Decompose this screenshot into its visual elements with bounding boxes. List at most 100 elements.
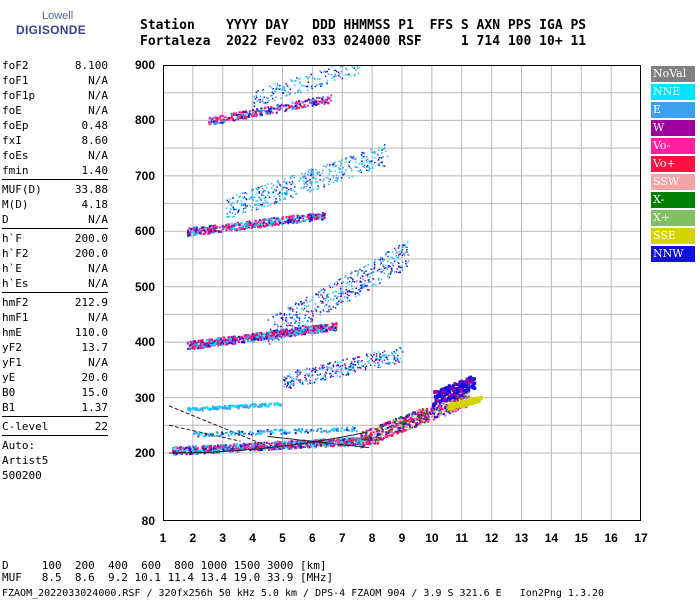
echo-point <box>406 415 409 418</box>
echo-point <box>365 430 368 433</box>
echo-point <box>221 444 224 447</box>
echo-point <box>331 286 334 289</box>
echo-point <box>212 116 215 119</box>
echo-point <box>312 188 315 191</box>
echo-point <box>216 432 219 435</box>
echo-point <box>323 186 325 188</box>
echo-point <box>327 102 330 105</box>
echo-point <box>330 94 333 97</box>
echo-point <box>287 306 290 309</box>
echo-point <box>298 427 301 430</box>
echo-point <box>342 373 345 376</box>
echo-point <box>248 405 251 408</box>
echo-point <box>323 103 326 106</box>
echo-point <box>245 405 248 408</box>
echo-point <box>306 301 308 304</box>
echo-point <box>292 444 295 447</box>
echo-point <box>281 334 284 337</box>
echo-point <box>297 374 300 376</box>
echo-point <box>293 176 296 179</box>
echo-point <box>253 335 256 338</box>
echo-point <box>287 332 290 335</box>
echo-point <box>350 292 353 294</box>
echo-point <box>212 405 215 408</box>
echo-point <box>373 263 376 266</box>
echo-point <box>196 407 199 410</box>
echo-point <box>247 334 250 337</box>
echo-point <box>373 267 375 270</box>
echo-point <box>467 395 470 398</box>
echo-point <box>238 111 241 114</box>
echo-point <box>333 363 335 365</box>
echo-point <box>388 362 390 365</box>
echo-point <box>290 104 293 107</box>
echo-point <box>324 101 327 104</box>
echo-point <box>386 357 389 360</box>
echo-point <box>305 328 308 331</box>
echo-point <box>424 415 427 418</box>
echo-point <box>299 379 302 381</box>
echo-point <box>231 202 233 205</box>
echo-point <box>299 445 302 448</box>
echo-point <box>269 433 272 436</box>
echo-point <box>361 286 363 288</box>
echo-point <box>202 450 205 453</box>
echo-point <box>271 330 273 332</box>
echo-point <box>398 262 400 265</box>
echo-point <box>314 442 317 445</box>
echo-point <box>296 102 299 105</box>
echo-point <box>261 185 263 187</box>
echo-point <box>384 436 387 439</box>
echo-point <box>397 429 400 432</box>
echo-point <box>328 180 331 183</box>
echo-point <box>214 227 217 230</box>
echo-point <box>323 214 326 217</box>
echo-point <box>292 329 294 331</box>
echo-point <box>267 217 270 220</box>
echo-point <box>290 195 292 197</box>
echo-point <box>464 380 468 384</box>
echo-point <box>228 339 231 342</box>
echo-point <box>279 442 282 445</box>
echo-point <box>282 429 285 432</box>
echo-point <box>421 414 424 417</box>
echo-point <box>354 439 357 442</box>
echo-point <box>315 330 318 333</box>
echo-point <box>308 374 310 377</box>
echo-point <box>327 443 330 446</box>
echo-point <box>275 336 277 339</box>
echo-point <box>279 199 281 201</box>
param-row: yF2 13.7 <box>2 340 108 355</box>
echo-point <box>307 217 310 220</box>
echo-point <box>369 428 372 431</box>
echo-point <box>406 262 408 264</box>
echo-point <box>323 444 326 447</box>
echo-point <box>192 231 195 234</box>
echo-point <box>254 219 257 222</box>
echo-point <box>303 307 306 310</box>
echo-point <box>427 415 430 418</box>
echo-point <box>284 193 287 195</box>
echo-point <box>337 438 340 441</box>
echo-point <box>194 407 197 410</box>
echo-point <box>265 404 268 407</box>
echo-point <box>367 281 370 283</box>
echo-point <box>237 430 240 433</box>
echo-point <box>329 99 332 102</box>
echo-point <box>264 184 267 187</box>
echo-point <box>324 444 327 447</box>
echo-point <box>378 283 381 285</box>
echo-point <box>318 97 321 100</box>
echo-point <box>268 442 271 445</box>
echo-point <box>245 206 247 208</box>
echo-point <box>242 443 245 446</box>
echo-point <box>307 331 310 334</box>
echo-point <box>251 226 254 229</box>
echo-point <box>260 194 263 196</box>
echo-point <box>233 444 236 447</box>
echo-point <box>284 221 287 224</box>
echo-point <box>233 336 236 339</box>
echo-point <box>446 409 449 412</box>
echo-point <box>238 196 240 199</box>
echo-point <box>415 424 418 427</box>
